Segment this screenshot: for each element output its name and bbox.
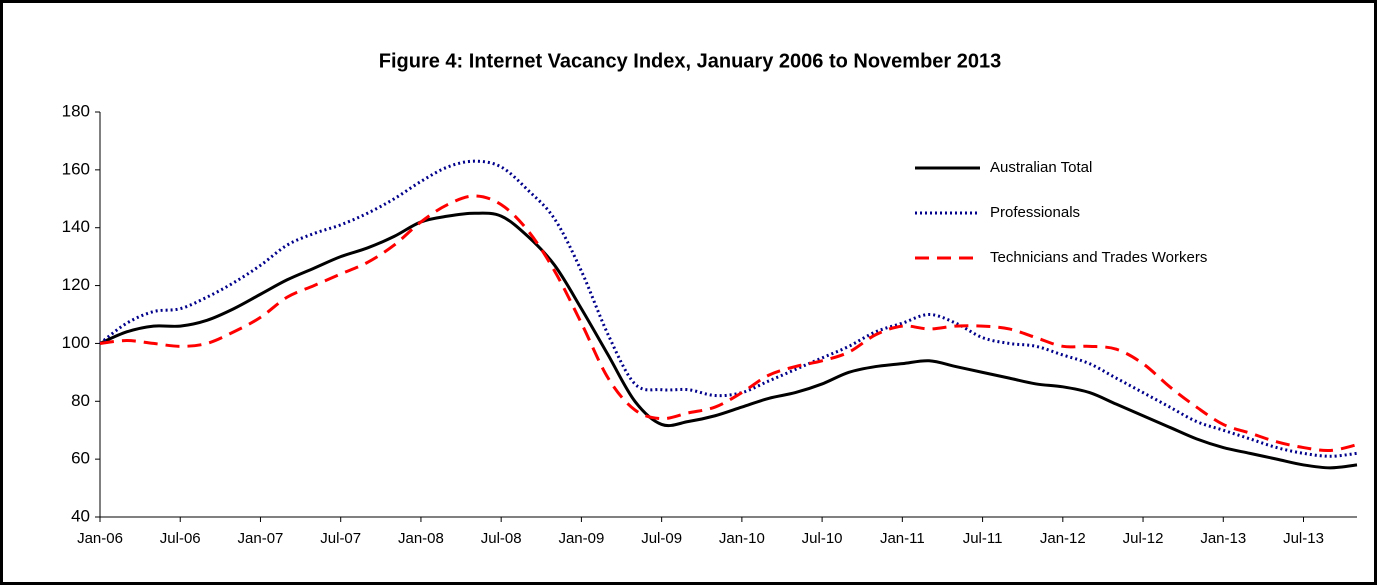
y-tick-label: 100 [62,333,90,352]
x-tick-label: Jul-12 [1123,530,1164,547]
y-tick-label: 140 [62,217,90,236]
y-tick-label: 160 [62,159,90,178]
y-tick-label: 80 [71,391,90,410]
x-tick-label: Jul-06 [160,530,201,547]
x-tick-label: Jul-13 [1283,530,1324,547]
x-tick-label: Jan-13 [1200,530,1246,547]
x-tick-label: Jul-11 [963,530,1003,547]
y-tick-label: 120 [62,275,90,294]
x-tick-label: Jan-10 [719,530,765,547]
x-tick-label: Jul-07 [320,530,361,547]
x-tick-label: Jan-12 [1040,530,1086,547]
y-tick-label: 180 [62,101,90,120]
x-tick-label: Jan-06 [77,530,123,547]
chart-title: Figure 4: Internet Vacancy Index, Januar… [379,50,1002,72]
y-tick-label: 40 [71,506,90,525]
x-tick-label: Jul-09 [641,530,682,547]
legend-label: Technicians and Trades Workers [990,249,1207,266]
line-series [99,211,1358,470]
x-tick-label: Jul-10 [802,530,843,547]
legend-label: Professionals [990,204,1080,221]
x-tick-label: Jan-11 [880,530,925,547]
x-tick-label: Jan-08 [398,530,444,547]
x-tick-label: Jan-09 [558,530,604,547]
x-tick-label: Jan-07 [238,530,284,547]
y-tick-label: 60 [71,449,90,468]
x-tick-label: Jul-08 [481,530,522,547]
legend-label: Australian Total [990,159,1092,176]
line-series [99,194,1358,453]
